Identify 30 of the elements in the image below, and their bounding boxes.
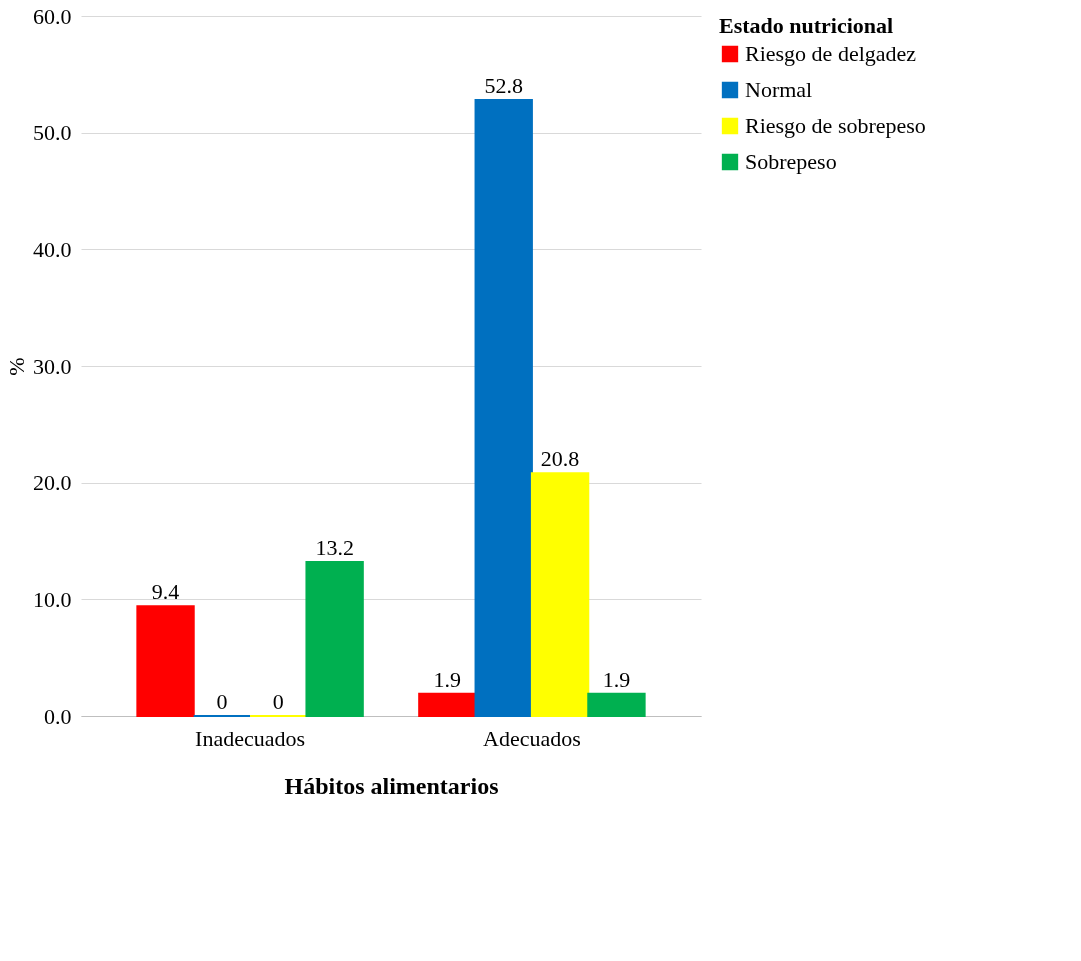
bar <box>587 692 646 717</box>
data-label: 1.9 <box>433 666 462 692</box>
y-tick-label: 40.0 <box>33 236 72 262</box>
data-label: 20.8 <box>540 446 580 472</box>
x-axis-title: Hábitos alimentarios <box>284 772 499 799</box>
bar <box>305 561 364 717</box>
data-label: 0 <box>216 689 228 714</box>
bar <box>530 472 590 717</box>
x-tick-label: Adecuados <box>483 725 581 751</box>
legend-label: Normal <box>745 77 813 102</box>
data-label: 9.4 <box>151 579 180 605</box>
legend-label: Riesgo de delgadez <box>745 41 917 66</box>
data-label: 1.9 <box>602 666 631 692</box>
bar <box>418 692 477 717</box>
data-label: 13.2 <box>315 535 354 560</box>
bar <box>136 605 195 717</box>
legend-title: Estado nutricional <box>719 13 894 38</box>
x-tick-label: Inadecuados <box>195 725 306 751</box>
y-tick-label: 50.0 <box>33 120 72 146</box>
data-label: 0 <box>272 689 284 714</box>
y-tick-label: 30.0 <box>33 353 72 379</box>
y-tick-label: 0.0 <box>44 703 72 729</box>
legend-label: Riesgo de sobrepeso <box>745 113 926 138</box>
y-tick-label: 60.0 <box>33 3 72 29</box>
y-axis-title: % <box>4 357 29 376</box>
y-tick-label: 10.0 <box>33 586 72 612</box>
legend-label: Sobrepeso <box>745 149 837 174</box>
y-tick-label: 20.0 <box>33 470 72 496</box>
data-label: 52.8 <box>484 73 523 98</box>
bar <box>474 99 533 717</box>
